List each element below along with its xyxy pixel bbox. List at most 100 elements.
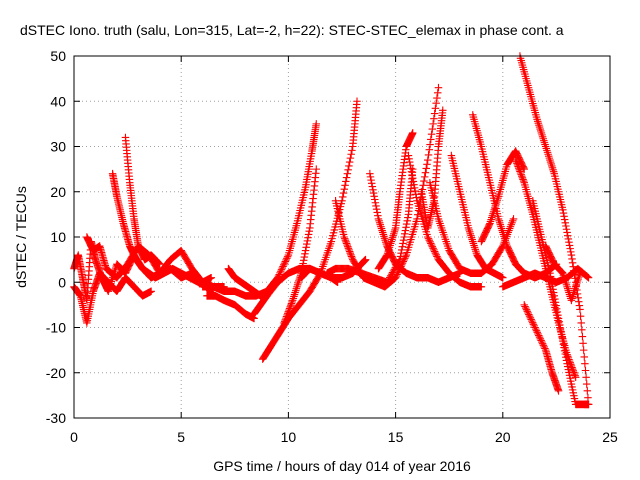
- data-point: [341, 181, 349, 190]
- data-point: [583, 272, 591, 281]
- data-point: [583, 387, 592, 395]
- data-point: [372, 205, 381, 213]
- data-point: [581, 359, 589, 368]
- data-point: [477, 283, 486, 291]
- data-point: [312, 165, 321, 173]
- data-point: [567, 377, 575, 385]
- series-16: [374, 129, 417, 273]
- data-point: [421, 168, 430, 177]
- series-19: [426, 178, 518, 277]
- data-point: [560, 347, 569, 355]
- series-5: [83, 233, 228, 291]
- data-point: [578, 332, 587, 341]
- data-point: [433, 89, 442, 97]
- data-point: [419, 181, 427, 190]
- chart-title: dSTEC Iono. truth (salu, Lon=315, Lat=-2…: [20, 22, 564, 38]
- series-22: [477, 147, 528, 246]
- data-point: [371, 198, 380, 207]
- data-point: [584, 393, 592, 402]
- data-point: [567, 380, 576, 388]
- data-point: [399, 239, 407, 248]
- data-point: [299, 256, 308, 265]
- data-point: [562, 356, 571, 365]
- data-point: [369, 189, 378, 197]
- data-point: [557, 330, 566, 339]
- data-point: [398, 242, 407, 251]
- data-point: [345, 162, 353, 170]
- y-tick-label: 10: [50, 229, 66, 245]
- data-point: [575, 297, 583, 306]
- data-point: [430, 109, 439, 118]
- data-point: [561, 350, 570, 358]
- series-25: [529, 197, 593, 409]
- data-point: [568, 386, 577, 394]
- data-point: [425, 145, 434, 154]
- series-13: [331, 83, 443, 291]
- y-tick-label: 40: [50, 93, 66, 109]
- data-point: [407, 167, 416, 176]
- data-point: [404, 213, 412, 222]
- data-point: [576, 269, 584, 277]
- data-point: [408, 171, 416, 179]
- data-point: [342, 177, 350, 186]
- data-point: [554, 314, 563, 323]
- y-tick-label: -10: [46, 320, 66, 336]
- data-point: [301, 246, 310, 255]
- data-point: [305, 227, 313, 235]
- data-point: [424, 151, 433, 159]
- data-point: [367, 176, 375, 184]
- data-point: [339, 193, 347, 201]
- data-point: [328, 234, 336, 243]
- data-point: [560, 343, 568, 352]
- data-point: [346, 154, 355, 162]
- data-point: [570, 391, 578, 400]
- data-point: [551, 295, 559, 303]
- data-point: [560, 212, 568, 221]
- data-point: [410, 184, 419, 192]
- data-point: [564, 365, 573, 374]
- data-point: [565, 368, 573, 377]
- data-point: [338, 197, 346, 205]
- data-point: [367, 179, 376, 188]
- data-point: [368, 182, 377, 191]
- data-point: [567, 248, 575, 256]
- data-point: [298, 262, 307, 271]
- data-point: [584, 400, 593, 409]
- data-point: [575, 301, 584, 310]
- data-point: [155, 259, 163, 268]
- data-point: [410, 180, 418, 189]
- data-point: [567, 251, 576, 259]
- data-point: [584, 273, 593, 282]
- data-point: [299, 259, 307, 268]
- series-28: [541, 242, 584, 305]
- data-point: [403, 217, 411, 225]
- data-point: [568, 259, 577, 267]
- data-point: [578, 326, 586, 334]
- data-point: [546, 269, 554, 277]
- series-14: [323, 165, 417, 286]
- data-point: [549, 288, 558, 297]
- data-point: [409, 129, 417, 137]
- y-tick-label: 20: [50, 184, 66, 200]
- data-point: [554, 387, 563, 395]
- data-point: [327, 237, 336, 246]
- data-point: [509, 215, 518, 223]
- x-axis-ticks: 0 5 10 15 20 25: [70, 56, 618, 445]
- data-point: [420, 173, 429, 181]
- data-point: [405, 158, 414, 166]
- data-point: [347, 150, 355, 159]
- data-point: [343, 169, 352, 178]
- data-point: [303, 237, 312, 245]
- data-point: [563, 362, 572, 371]
- data-point: [303, 240, 311, 248]
- data-point: [430, 114, 438, 123]
- data-point: [397, 249, 405, 257]
- series-17: [404, 151, 486, 291]
- data-point: [353, 97, 361, 105]
- data-point: [372, 202, 380, 210]
- x-tick-label: 5: [177, 429, 185, 445]
- data-point: [553, 308, 562, 316]
- data-point: [573, 290, 582, 298]
- data-point: [550, 292, 559, 300]
